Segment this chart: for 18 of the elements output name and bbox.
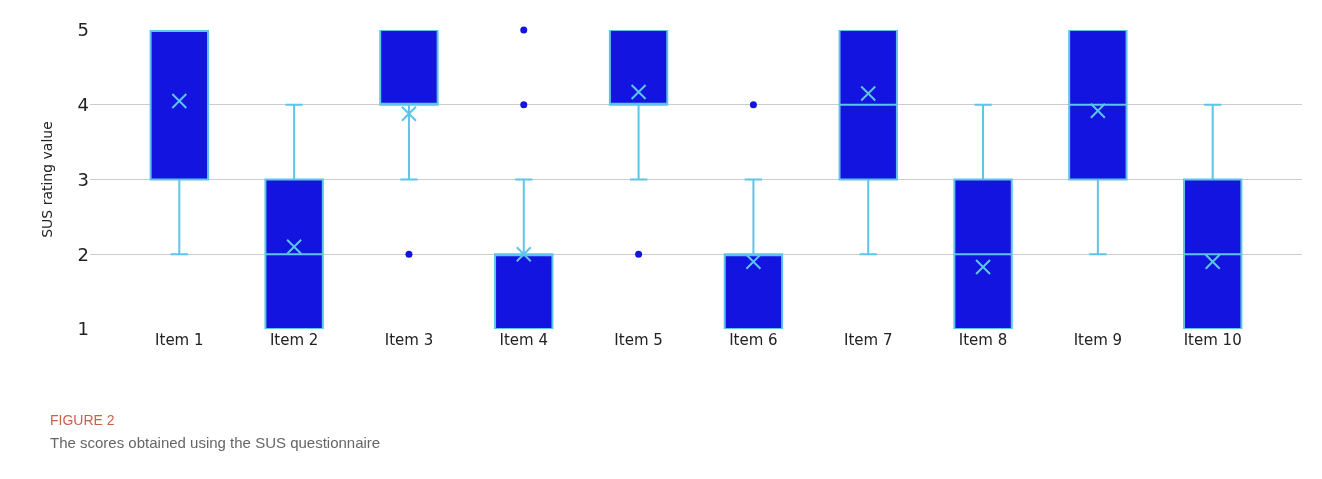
y-axis-title: SUS rating value: [39, 121, 55, 238]
y-tick-label: 5: [77, 19, 89, 41]
x-tick-label: Item 5: [614, 331, 663, 349]
x-tick-label: Item 6: [729, 331, 778, 349]
y-tick-label: 4: [77, 94, 89, 116]
x-tick-label: Item 3: [384, 331, 434, 349]
y-tick-label: 2: [77, 243, 89, 265]
caption: FIGURE 2: [50, 412, 115, 428]
x-tick-label: Item 4: [499, 331, 548, 349]
y-tick-label: 3: [77, 168, 89, 190]
x-tick-label: Item 9: [1073, 331, 1123, 349]
x-tick-label: Item 2: [269, 331, 319, 349]
x-tick-label: Item 10: [1183, 331, 1242, 349]
x-tick-label: Item 8: [958, 331, 1008, 349]
x-tick-label: Item 1: [155, 331, 204, 349]
y-tick-label: 1: [77, 318, 89, 340]
text: The scores obtained using the SUS questionnaire: [50, 434, 381, 451]
x-tick-label: Item 7: [844, 331, 893, 349]
